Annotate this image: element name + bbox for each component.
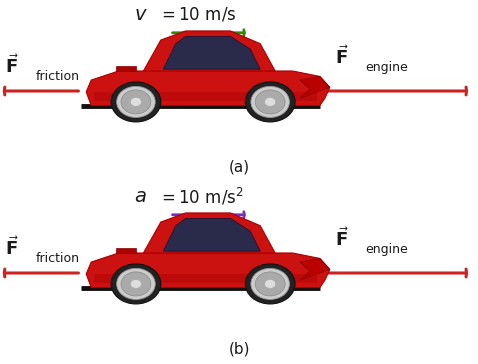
Text: friction: friction	[36, 70, 80, 83]
Ellipse shape	[255, 90, 285, 114]
Text: $\vec{\mathbf{F}}$: $\vec{\mathbf{F}}$	[5, 54, 19, 77]
Ellipse shape	[130, 98, 141, 106]
Text: $= 10\ \mathrm{m/s^2}$: $= 10\ \mathrm{m/s^2}$	[158, 186, 244, 207]
Ellipse shape	[111, 82, 161, 122]
Ellipse shape	[130, 280, 141, 288]
Polygon shape	[300, 258, 330, 280]
Polygon shape	[163, 36, 260, 69]
Polygon shape	[94, 274, 317, 283]
Polygon shape	[116, 248, 136, 253]
Ellipse shape	[121, 90, 151, 114]
Text: (b): (b)	[228, 342, 250, 357]
Ellipse shape	[117, 86, 155, 118]
Ellipse shape	[251, 268, 290, 300]
Ellipse shape	[245, 264, 295, 304]
Polygon shape	[94, 92, 317, 101]
Text: $\vec{\mathbf{F}}$: $\vec{\mathbf{F}}$	[335, 45, 348, 68]
Text: $\vec{\mathbf{F}}$: $\vec{\mathbf{F}}$	[5, 236, 19, 259]
Ellipse shape	[251, 86, 290, 118]
Text: $\vec{\mathbf{F}}$: $\vec{\mathbf{F}}$	[335, 227, 348, 250]
Text: engine: engine	[366, 243, 408, 256]
Polygon shape	[163, 218, 260, 251]
Ellipse shape	[265, 280, 276, 288]
Text: engine: engine	[366, 61, 408, 74]
Ellipse shape	[255, 272, 285, 296]
Text: friction: friction	[36, 252, 80, 265]
Polygon shape	[143, 213, 275, 253]
Ellipse shape	[121, 272, 151, 296]
Polygon shape	[86, 71, 330, 106]
Ellipse shape	[245, 82, 295, 122]
Ellipse shape	[111, 264, 161, 304]
Text: (a): (a)	[228, 160, 250, 175]
Polygon shape	[116, 66, 136, 71]
Polygon shape	[143, 31, 275, 71]
Text: $a$: $a$	[134, 187, 147, 206]
Ellipse shape	[117, 268, 155, 300]
Ellipse shape	[265, 98, 276, 106]
Text: $v$: $v$	[134, 5, 148, 24]
Polygon shape	[300, 76, 330, 98]
Text: $= 10\ \mathrm{m/s}$: $= 10\ \mathrm{m/s}$	[158, 5, 237, 24]
Polygon shape	[86, 253, 330, 288]
